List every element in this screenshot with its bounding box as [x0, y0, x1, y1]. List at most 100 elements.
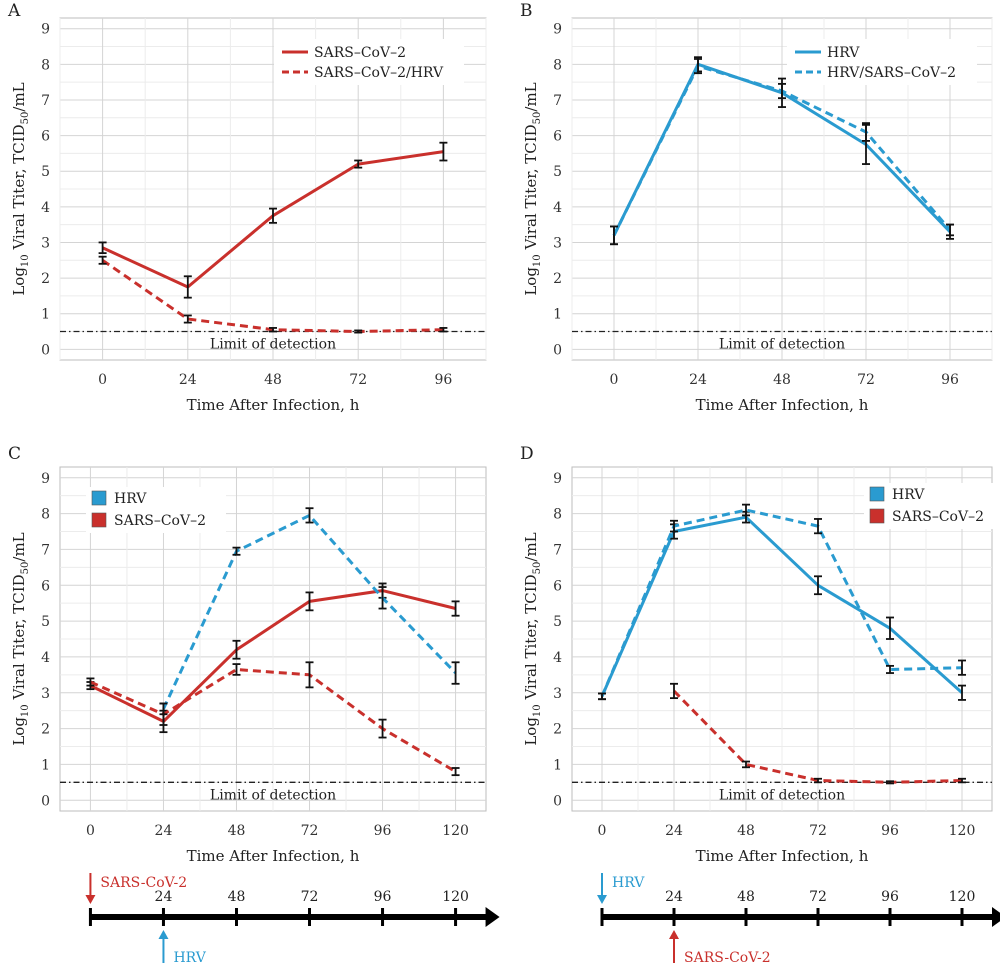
x-tick-label: 48	[737, 823, 755, 839]
y-tick-label: 8	[553, 57, 562, 73]
y-tick-label: 4	[553, 200, 562, 216]
data-point	[610, 225, 618, 246]
timeline: 24 48 72 96 120 HRV SARS-CoV-2	[597, 873, 1000, 966]
y-tick-label: 3	[553, 686, 562, 702]
timeline-bottom-arrow-icon	[158, 930, 169, 939]
series-2	[159, 507, 460, 716]
limit-of-detection-label: Limit of detection	[719, 337, 845, 353]
timeline-tick-label: 120	[442, 889, 469, 905]
y-tick-label: 6	[553, 578, 562, 594]
timeline-top-label: HRV	[612, 875, 645, 891]
data-point	[451, 600, 460, 617]
y-tick-label: 5	[41, 164, 50, 180]
timeline: 24 48 72 96 120 SARS-CoV-2 HRV	[85, 873, 500, 966]
y-tick-label: 1	[553, 757, 562, 773]
y-tick-label: 5	[553, 164, 562, 180]
y-tick-label: 5	[553, 614, 562, 630]
data-point	[814, 575, 822, 596]
y-axis-label: Log10 Viral Titer, TCID50/mL	[10, 82, 31, 295]
timeline-arrowhead	[992, 907, 1000, 927]
legend: SARS–CoV–2 SARS–CoV–2/HRV	[274, 39, 464, 85]
data-point	[183, 314, 192, 324]
y-tick-label: 3	[41, 686, 50, 702]
data-point	[159, 702, 168, 716]
data-point	[886, 616, 894, 640]
data-point	[778, 83, 786, 100]
data-point	[439, 141, 448, 162]
x-axis-label: Time After Infection, h	[187, 396, 360, 414]
y-tick-label: 8	[41, 57, 50, 73]
data-point	[862, 122, 870, 142]
x-tick-label: 96	[941, 372, 959, 388]
legend-background	[787, 39, 977, 85]
timeline-tick-label: 48	[737, 889, 755, 905]
timeline-tick-label: 24	[155, 889, 173, 905]
data-point	[305, 591, 314, 612]
x-axis-label: Time After Infection, h	[696, 847, 869, 865]
legend-label: HRV/SARS–CoV–2	[827, 65, 956, 81]
y-tick-label: 7	[41, 542, 50, 558]
x-tick-label: 24	[155, 823, 173, 839]
y-tick-label: 6	[41, 129, 50, 145]
data-point	[354, 159, 363, 169]
y-tick-label: 9	[41, 471, 50, 487]
timeline-tick-label: 96	[374, 889, 392, 905]
x-axis-label: Time After Infection, h	[187, 847, 360, 865]
timeline-top-label: SARS-CoV-2	[100, 875, 187, 891]
data-point	[598, 692, 606, 701]
y-tick-label: 6	[41, 578, 50, 594]
legend-swatch	[869, 508, 885, 524]
data-point	[742, 760, 750, 769]
series-1	[598, 503, 966, 701]
y-tick-label: 4	[41, 650, 50, 666]
limit-of-detection-label: Limit of detection	[719, 787, 845, 803]
data-point	[98, 255, 107, 265]
data-point	[946, 223, 954, 237]
data-point	[886, 664, 894, 674]
legend-background	[864, 483, 1000, 529]
legend-background	[274, 39, 464, 85]
y-tick-label: 3	[41, 235, 50, 251]
timeline-tick-label: 96	[881, 889, 899, 905]
y-tick-label: 8	[553, 507, 562, 523]
timeline-tick-label: 48	[228, 889, 246, 905]
data-point	[269, 327, 277, 333]
legend-label: SARS–CoV–2	[114, 513, 206, 529]
y-tick-label: 1	[41, 757, 50, 773]
data-point	[305, 507, 314, 524]
panel-d: D 0 1 2 3 4 5 6 7 8 9 0 24 48 72 96 120 Time After Infect…	[520, 444, 1000, 966]
grid	[59, 18, 487, 360]
legend: HRV HRV/SARS–CoV–2	[787, 39, 977, 85]
legend-swatch	[869, 486, 885, 502]
data-point	[232, 663, 241, 676]
y-axis-label: Log10 Viral Titer, TCID50/mL	[10, 532, 31, 745]
y-tick-label: 9	[553, 22, 562, 38]
data-point	[232, 639, 241, 660]
data-point	[98, 241, 107, 255]
data-point	[378, 586, 387, 610]
legend-label: SARS–CoV–2/HRV	[314, 65, 444, 81]
timeline-tick-label: 120	[949, 889, 976, 905]
y-tick-label: 2	[553, 271, 562, 287]
y-tick-label: 2	[41, 722, 50, 738]
data-point	[451, 661, 460, 685]
data-point	[814, 777, 822, 784]
y-tick-label: 9	[553, 471, 562, 487]
y-tick-label: 1	[553, 307, 562, 323]
timeline-tick-label: 72	[301, 889, 319, 905]
y-tick-label: 7	[553, 93, 562, 109]
y-tick-label: 6	[553, 129, 562, 145]
series-1	[98, 255, 448, 334]
legend: HRV SARS–CoV–2	[86, 487, 226, 533]
timeline-tick-label: 24	[665, 889, 683, 905]
timeline-arrowhead	[485, 907, 500, 927]
data-point	[958, 777, 966, 784]
data-point	[269, 207, 277, 224]
x-tick-label: 24	[179, 372, 197, 388]
legend-label: SARS–CoV–2	[314, 45, 406, 61]
x-tick-label: 120	[949, 823, 976, 839]
legend-background	[86, 487, 226, 533]
x-tick-label: 96	[434, 372, 452, 388]
y-axis-label: Log10 Viral Titer, TCID50/mL	[522, 532, 543, 745]
legend: HRV SARS–CoV–2	[864, 483, 1000, 529]
